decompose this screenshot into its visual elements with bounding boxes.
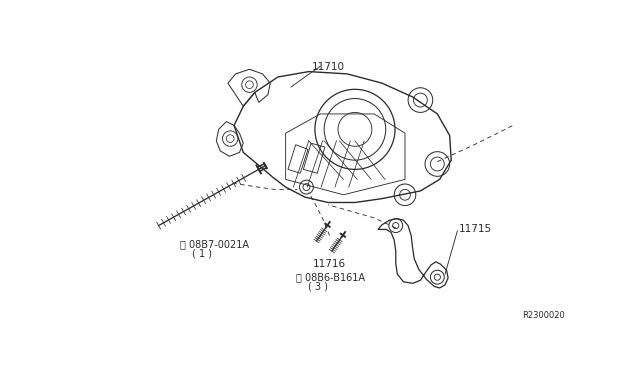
Text: Ⓑ 08B7-0021A: Ⓑ 08B7-0021A [180,239,249,248]
Text: ( 3 ): ( 3 ) [308,282,328,292]
Text: R2300020: R2300020 [522,311,565,320]
Text: Ⓑ 08B6-B161A: Ⓑ 08B6-B161A [296,272,365,282]
Text: 11710: 11710 [312,62,344,71]
Text: 11715: 11715 [459,224,492,234]
Text: 11716: 11716 [312,259,346,269]
Text: ( 1 ): ( 1 ) [193,249,212,259]
